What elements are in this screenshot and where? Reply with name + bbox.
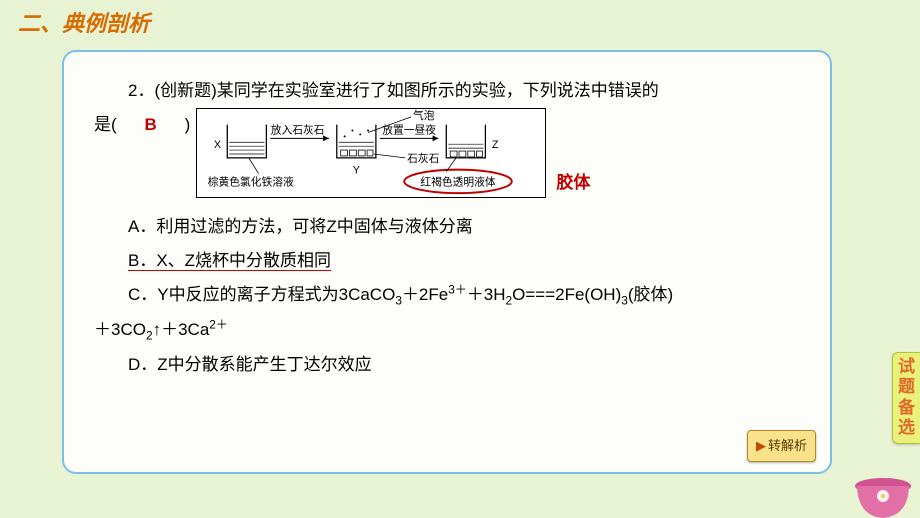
question-stem-line2: 是( B ) X 放入石灰石 bbox=[94, 108, 812, 210]
correct-answer: B bbox=[134, 108, 168, 142]
play-icon: ▶ bbox=[756, 438, 766, 453]
svg-text:放置一昼夜: 放置一昼夜 bbox=[383, 123, 437, 136]
svg-text:红褐色透明液体: 红褐色透明液体 bbox=[421, 175, 497, 188]
svg-text:气泡: 气泡 bbox=[413, 109, 435, 122]
option-b: B．X、Z烧杯中分散质相同 bbox=[94, 244, 812, 278]
experiment-diagram: X 放入石灰石 放置一昼夜 bbox=[196, 108, 546, 210]
section-title: 二、典例剖析 bbox=[18, 6, 150, 38]
svg-text:棕黄色氯化铁溶液: 棕黄色氯化铁溶液 bbox=[208, 175, 294, 188]
handwritten-annotation: 胶体 bbox=[556, 166, 590, 200]
svg-text:Y: Y bbox=[353, 165, 360, 177]
jump-to-analysis-button[interactable]: ▶转解析 bbox=[747, 430, 816, 462]
svg-text:Z: Z bbox=[492, 139, 499, 151]
option-d: D．Z中分散系能产生丁达尔效应 bbox=[94, 348, 812, 382]
option-c-line2: ＋3CO2↑＋3Ca2＋ bbox=[94, 313, 812, 348]
option-a: A．利用过滤的方法，可将Z中固体与液体分离 bbox=[94, 210, 812, 244]
question-stem-line1: 2．(创新题)某同学在实验室进行了如图所示的实验，下列说法中错误的 bbox=[94, 74, 812, 108]
svg-text:放入石灰石: 放入石灰石 bbox=[271, 123, 325, 136]
side-tab-question-bank[interactable]: 试 题 备 选 bbox=[892, 352, 920, 444]
svg-text:X: X bbox=[214, 139, 221, 151]
option-c-line1: C．Y中反应的离子方程式为3CaCO3＋2Fe3＋＋3H2O===2Fe(OH)… bbox=[94, 278, 812, 313]
flower-pot-icon bbox=[852, 476, 914, 518]
question-card: 2．(创新题)某同学在实验室进行了如图所示的实验，下列说法中错误的 是( B )… bbox=[62, 50, 832, 474]
svg-text:石灰石: 石灰石 bbox=[408, 152, 441, 165]
